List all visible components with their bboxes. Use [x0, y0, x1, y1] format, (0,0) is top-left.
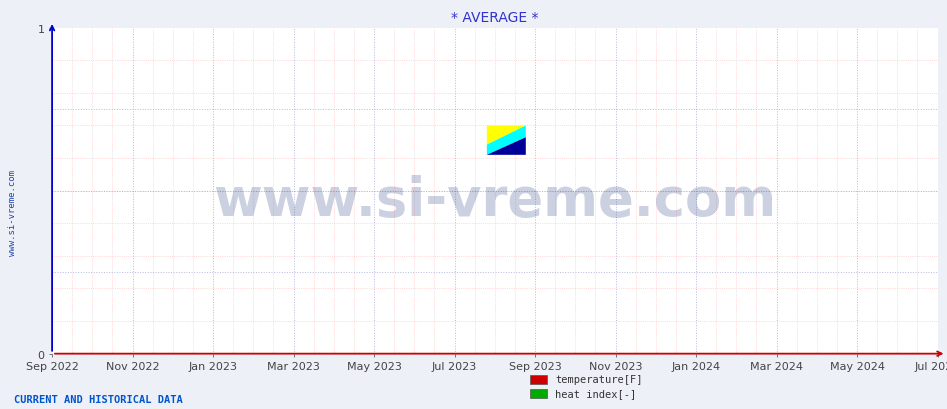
Text: www.si-vreme.com: www.si-vreme.com — [8, 170, 17, 256]
Title: * AVERAGE *: * AVERAGE * — [451, 11, 539, 25]
Text: heat index[-]: heat index[-] — [555, 388, 636, 398]
Polygon shape — [487, 126, 526, 145]
Polygon shape — [487, 138, 526, 155]
Text: CURRENT AND HISTORICAL DATA: CURRENT AND HISTORICAL DATA — [14, 393, 183, 404]
Text: temperature[F]: temperature[F] — [555, 375, 642, 384]
Polygon shape — [487, 126, 526, 155]
Text: www.si-vreme.com: www.si-vreme.com — [213, 175, 777, 227]
